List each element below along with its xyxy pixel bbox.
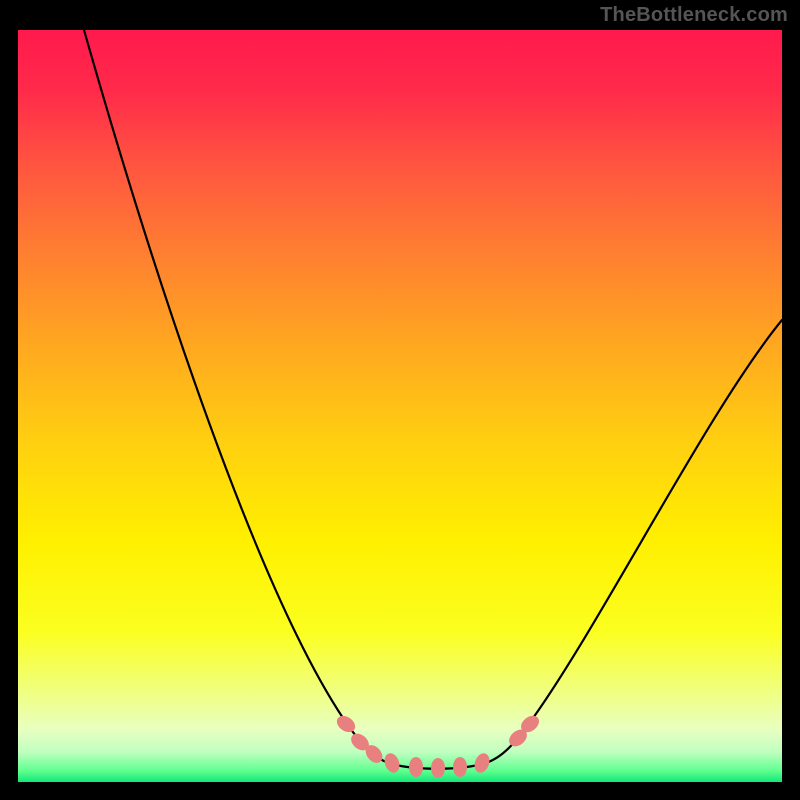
marker-point <box>431 758 445 778</box>
chart-svg <box>18 30 782 782</box>
gradient-background <box>18 30 782 782</box>
plot-area <box>18 30 782 782</box>
marker-point <box>453 757 467 777</box>
marker-point <box>409 757 423 777</box>
watermark-text: TheBottleneck.com <box>600 4 788 27</box>
chart-container: TheBottleneck.com <box>0 0 800 800</box>
